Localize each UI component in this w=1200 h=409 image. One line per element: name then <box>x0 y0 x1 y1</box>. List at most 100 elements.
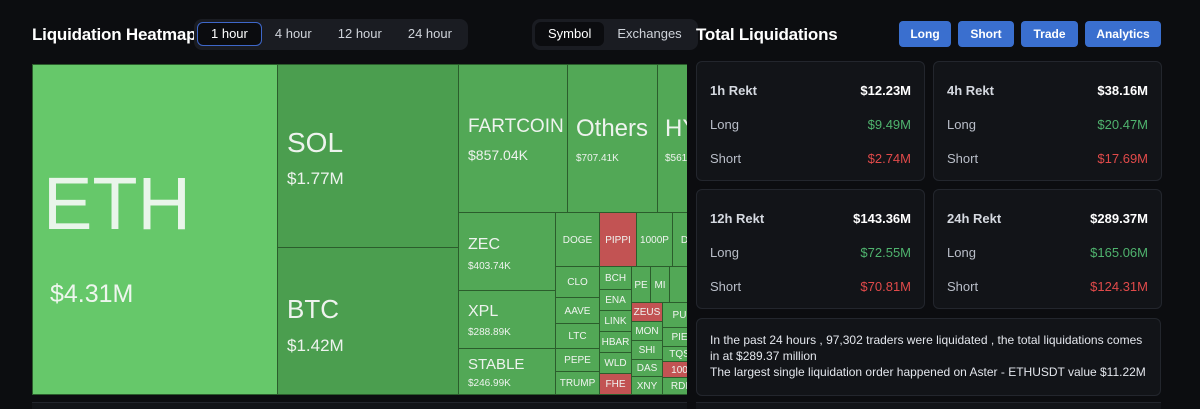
tile-link[interactable]: LINK <box>599 310 632 332</box>
short-label: Short <box>947 150 979 166</box>
tile-pe[interactable]: PE <box>631 266 651 303</box>
tile-trump[interactable]: TRUMP <box>555 371 600 395</box>
tile-shi[interactable]: SHI <box>631 340 663 360</box>
card-4h-rekt: 4h Rekt $38.16M Long $20.47M Short $17.69M <box>933 61 1162 181</box>
short-value: $70.81M <box>860 278 911 294</box>
tile-others-name: Others <box>576 115 649 142</box>
card-12h-rekt: 12h Rekt $143.36M Long $72.55M Short $70.81… <box>696 189 925 309</box>
long-value: $72.55M <box>860 244 911 260</box>
tile-bch[interactable]: BCH <box>599 266 632 290</box>
tile-100[interactable]: 100 <box>662 361 687 378</box>
range-12-hour-tab[interactable]: 12 hour <box>337 26 382 41</box>
tile-hbar[interactable]: HBAR <box>599 331 632 353</box>
tile-sol[interactable]: SOL $1.77M <box>277 64 459 248</box>
long-label: Long <box>710 116 739 132</box>
tile-hype[interactable]: HY $561 <box>657 64 687 213</box>
tile-stable-name: STABLE <box>468 356 525 373</box>
view-selector: Symbol Exchanges <box>532 19 698 50</box>
tile-mon[interactable]: MON <box>631 321 663 341</box>
tile-eth-name: ETH <box>43 162 191 245</box>
tile-hype-name: HY <box>665 115 687 142</box>
tile-fhe[interactable]: FHE <box>599 373 632 395</box>
tile-fartcoin-value: $857.04K <box>468 147 528 163</box>
total-liquidations-title: Total Liquidations <box>696 25 838 44</box>
tile-wld[interactable]: WLD <box>599 352 632 374</box>
long-label: Long <box>947 244 976 260</box>
heatmap-title: Liquidation Heatmap <box>32 25 197 44</box>
card-label: 24h Rekt <box>947 210 1002 226</box>
long-button[interactable]: Long <box>899 21 951 47</box>
tile-ltc[interactable]: LTC <box>555 323 600 349</box>
tile-pie[interactable]: PIE <box>662 327 687 347</box>
tile-ena[interactable]: ENA <box>599 289 632 311</box>
summary-line-1: In the past 24 hours , 97,302 traders we… <box>710 333 1143 363</box>
tile-zec-name: ZEC <box>468 236 500 253</box>
tile-fartcoin-name: FARTCOIN <box>468 116 564 137</box>
view-symbol-tab[interactable]: Symbol <box>535 22 605 46</box>
long-value: $9.49M <box>867 116 911 132</box>
tile-rdi[interactable]: RDI <box>662 377 687 395</box>
bottom-panel-edge <box>696 402 1161 409</box>
range-4-hour-tab[interactable]: 4 hour <box>274 26 312 41</box>
range-1-hour-tab[interactable]: 1 hour <box>197 22 262 46</box>
card-total: $38.16M <box>1097 82 1148 98</box>
tile-zec-value: $403.74K <box>468 261 511 272</box>
tile-sol-value: $1.77M <box>287 169 344 188</box>
trade-button[interactable]: Trade <box>1021 21 1078 47</box>
tile-doge[interactable]: DOGE <box>555 212 600 267</box>
tile-xpl[interactable]: XPL $288.89K <box>458 290 556 349</box>
summary-line-2: The largest single liquidation order hap… <box>710 365 1146 379</box>
short-label: Short <box>947 278 979 294</box>
range-24-hour-tab[interactable]: 24 hour <box>407 26 452 41</box>
tile-sol-name: SOL <box>287 127 344 158</box>
tile-zec[interactable]: ZEC $403.74K <box>458 212 556 291</box>
card-label: 12h Rekt <box>710 210 765 226</box>
tile-mi[interactable]: MI <box>650 266 670 303</box>
card-label: 1h Rekt <box>710 82 757 98</box>
tile-xny[interactable]: XNY <box>631 376 663 395</box>
tile-extra[interactable] <box>669 266 687 303</box>
tile-zeus[interactable]: ZEUS <box>631 302 663 322</box>
tile-stable[interactable]: STABLE $246.99K <box>458 348 556 395</box>
tile-btc-value: $1.42M <box>287 336 344 355</box>
bottom-panel-edge <box>32 402 687 409</box>
tile-hype-value: $561 <box>665 153 687 164</box>
short-label: Short <box>710 150 742 166</box>
long-value: $165.06M <box>1090 244 1148 260</box>
card-total: $12.23M <box>860 82 911 98</box>
time-range-selector: 1 hour 4 hour 12 hour 24 hour <box>194 19 468 50</box>
tile-stable-value: $246.99K <box>468 378 511 389</box>
tile-eth-value: $4.31M <box>50 280 134 308</box>
tile-d[interactable]: D <box>672 212 687 267</box>
tile-fartcoin[interactable]: FARTCOIN $857.04K <box>458 64 568 213</box>
tile-clo[interactable]: CLO <box>555 266 600 298</box>
tile-others[interactable]: Others $707.41K <box>567 64 658 213</box>
tile-others-value: $707.41K <box>576 153 619 164</box>
tile-eth[interactable]: ETH $4.31M <box>32 64 278 395</box>
tile-das[interactable]: DAS <box>631 359 663 377</box>
short-value: $124.31M <box>1090 278 1148 294</box>
card-24h-rekt: 24h Rekt $289.37M Long $165.06M Short $124.… <box>933 189 1162 309</box>
short-button[interactable]: Short <box>958 21 1014 47</box>
tile-pepe[interactable]: PEPE <box>555 348 600 372</box>
analytics-button[interactable]: Analytics <box>1085 21 1161 47</box>
card-total: $289.37M <box>1090 210 1148 226</box>
long-value: $20.47M <box>1097 116 1148 132</box>
tile-xpl-name: XPL <box>468 303 499 320</box>
tile-1000p[interactable]: 1000P <box>636 212 673 267</box>
tile-btc[interactable]: BTC $1.42M <box>277 247 459 395</box>
tile-pu[interactable]: PU <box>662 302 687 328</box>
tile-pippin[interactable]: PIPPI <box>599 212 637 267</box>
card-label: 4h Rekt <box>947 82 994 98</box>
card-1h-rekt: 1h Rekt $12.23M Long $9.49M Short $2.74M <box>696 61 925 181</box>
short-value: $17.69M <box>1097 150 1148 166</box>
liquidation-summary: In the past 24 hours , 97,302 traders we… <box>696 318 1161 396</box>
tile-tqs[interactable]: TQS <box>662 346 687 362</box>
tile-aave[interactable]: AAVE <box>555 297 600 324</box>
long-label: Long <box>710 244 739 260</box>
long-label: Long <box>947 116 976 132</box>
liquidation-treemap: ETH $4.31M SOL $1.77M BTC $1.42M FARTCOI… <box>32 64 687 395</box>
short-label: Short <box>710 278 742 294</box>
view-exchanges-tab[interactable]: Exchanges <box>617 26 682 41</box>
tile-btc-name: BTC <box>287 294 339 324</box>
